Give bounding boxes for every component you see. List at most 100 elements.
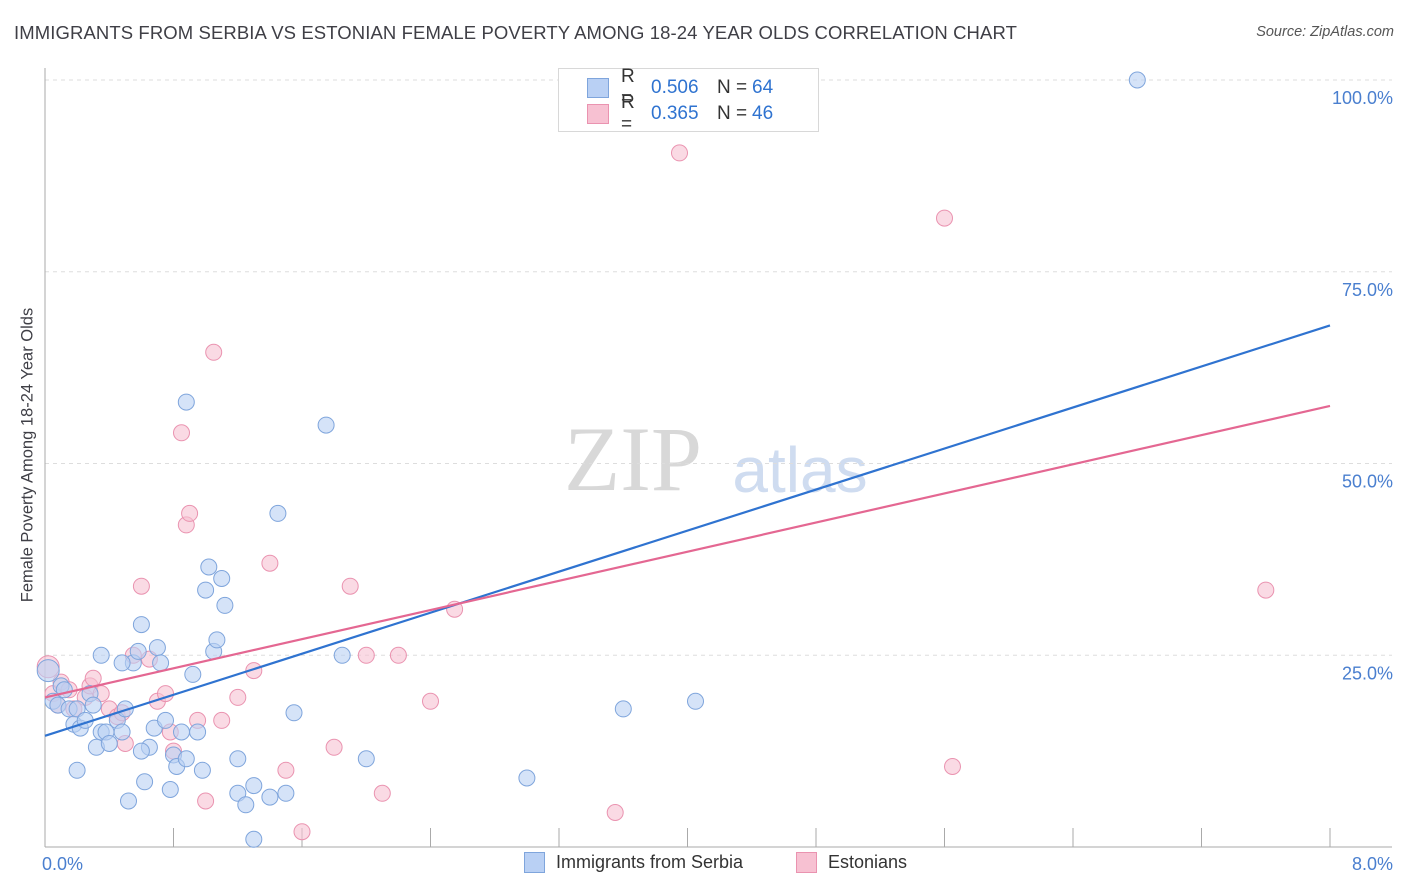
legend-item-serbia: Immigrants from Serbia [524,852,743,873]
serbia-point [36,659,60,683]
estonians-point [606,804,624,821]
serbia-point [113,654,131,672]
estonians-point [325,738,343,756]
serbia-point [245,830,263,848]
y-tick-label: 75.0% [1342,280,1393,300]
estonians-point [389,646,407,664]
serbia-trend-line [44,324,1331,737]
legend-swatch-serbia [524,852,545,873]
estonians-point [341,577,359,595]
estonians-point [277,761,295,779]
gridlines [45,79,1392,656]
estonians-point [373,784,391,802]
legend-n-value: 64 [752,77,774,98]
serbia-point [200,558,218,576]
serbia-point [189,723,207,741]
serbia-point [237,796,255,814]
serbia-point [229,750,247,768]
serbia-point [157,711,174,729]
serbia-point [129,642,147,660]
estonians-point [84,669,102,687]
serbia-point [333,646,351,664]
serbia-point [193,761,211,779]
serbia-point [136,773,154,791]
legend-n-label: N = [717,103,748,124]
estonians-point [261,554,279,572]
legend-r-value: 0.365 [651,103,699,124]
legend-r-label: R = [621,92,635,135]
legend-r-label: R = [621,66,635,109]
legend-row-estonians: R = 0.365 N = 46 [559,92,773,135]
serbia-point [208,631,226,649]
serbia-point [148,639,166,657]
tick-labels: 100.0% 75.0% 50.0% 25.0% 0.0% 8.0% [42,88,1393,874]
serbia-point [116,700,134,718]
x-tick-label: 0.0% [42,854,83,874]
serbia-point [197,581,215,599]
serbia-point [213,570,231,587]
chart-title: IMMIGRANTS FROM SERBIA VS ESTONIAN FEMAL… [14,22,1017,43]
serbia-point [68,761,86,779]
estonians-point [173,424,190,442]
legend-swatch-serbia [587,78,609,98]
serbia-point [518,769,536,787]
estonians-trend-line [44,404,1331,699]
serbia-point [177,750,195,768]
y-tick-label: 100.0% [1332,88,1393,108]
serbia-point [100,735,118,752]
legend-swatch-estonians [587,104,609,124]
serbia-point [92,646,110,664]
legend-label-estonians: Estonians [828,852,908,872]
estonians-point [229,688,247,706]
serbia-point [317,416,335,434]
serbia-point [132,742,150,760]
estonians-point [422,692,439,710]
legend-r-value: 0.506 [651,77,699,98]
serbia-points [36,71,1146,848]
trend-lines [44,324,1331,737]
estonians-point [944,758,961,775]
estonians-point [671,144,688,162]
serbia-point [84,696,102,714]
legend-row-serbia: R = 0.506 N = 64 [559,66,774,109]
estonians-point [293,823,311,841]
legend-label-serbia: Immigrants from Serbia [556,852,744,872]
serbia-point [245,777,263,795]
serbia-point [285,704,303,722]
correlation-legend: R = 0.506 N = 64 R = 0.365 N = 46 [558,66,819,135]
legend-item-estonians: Estonians [796,852,907,873]
serbia-point [269,504,287,522]
serbia-point [1128,71,1146,89]
serbia-point [161,781,179,798]
estonians-point [213,711,231,729]
estonians-point [132,577,150,595]
y-tick-label: 25.0% [1342,663,1393,683]
x-tick-label: 8.0% [1352,854,1393,874]
serbia-point [687,692,704,710]
serbia-point [184,665,202,683]
serbia-point [216,596,234,614]
legend-swatch-estonians [796,852,817,873]
y-tick-label: 50.0% [1342,472,1393,492]
watermark: ZIP atlas [564,408,868,510]
estonians-point [357,646,375,664]
serbia-point [173,723,190,741]
estonians-point [197,792,215,810]
watermark-zip: ZIP [564,408,702,510]
estonians-point [181,504,199,522]
serbia-point [132,616,150,634]
serbia-point [357,750,375,768]
serbia-point [261,788,279,806]
source-label: Source: ZipAtlas.com [1256,24,1394,40]
axes [44,68,1392,848]
estonians-point [205,343,223,361]
serbia-point [277,784,295,802]
estonians-point [1257,581,1275,599]
serbia-point [614,700,632,718]
estonians-point [936,209,953,227]
legend-n-label: N = [717,77,748,98]
series-legend: Immigrants from Serbia Estonians [0,850,1406,878]
serbia-point [120,792,137,810]
serbia-point [152,654,170,672]
